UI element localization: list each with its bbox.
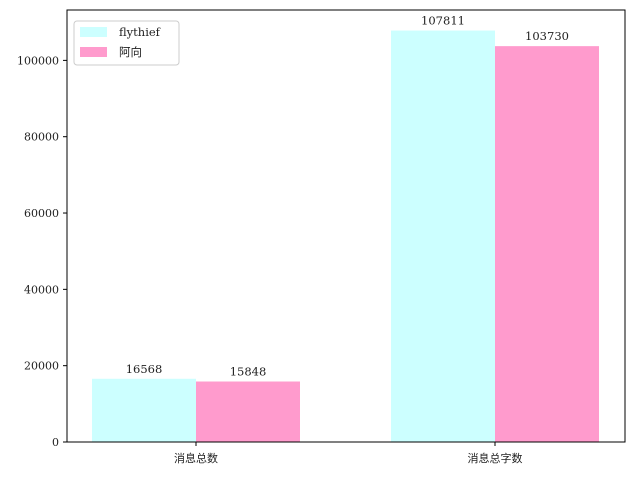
data-label-0-1: 15848 — [230, 365, 267, 379]
y-tick-label-3: 60000 — [24, 207, 59, 220]
data-label-1-1: 103730 — [525, 29, 569, 43]
legend-label-flythief: flythief — [119, 25, 161, 39]
bar-1-1 — [495, 46, 599, 443]
y-tick-label-5: 100000 — [17, 54, 59, 67]
legend-label-axiang: 阿向 — [119, 45, 142, 59]
y-tick-label-1: 20000 — [24, 360, 59, 373]
data-label-0-0: 16568 — [126, 362, 163, 376]
y-tick-label-4: 80000 — [24, 131, 59, 144]
x-tick-label-0: 消息总数 — [174, 451, 218, 465]
bar-1-0 — [391, 30, 495, 442]
legend: flythief 阿向 — [73, 20, 180, 66]
data-label-1-0: 107811 — [421, 14, 465, 28]
y-axis: 0 20000 40000 60000 80000 100000 — [17, 54, 67, 449]
legend-swatch-axiang — [80, 47, 107, 57]
y-tick-label-2: 40000 — [24, 283, 59, 296]
data-labels-layer: 16568 15848 107811 103730 — [126, 14, 569, 379]
bars-layer — [92, 30, 599, 443]
x-axis: 消息总数 消息总字数 — [174, 442, 523, 465]
x-tick-label-1: 消息总字数 — [468, 451, 523, 465]
bar-0-1 — [196, 381, 300, 442]
legend-swatch-flythief — [80, 27, 107, 37]
plot-frame — [66, 9, 626, 443]
bar-0-0 — [92, 378, 196, 442]
y-tick-label-0: 0 — [52, 436, 59, 449]
